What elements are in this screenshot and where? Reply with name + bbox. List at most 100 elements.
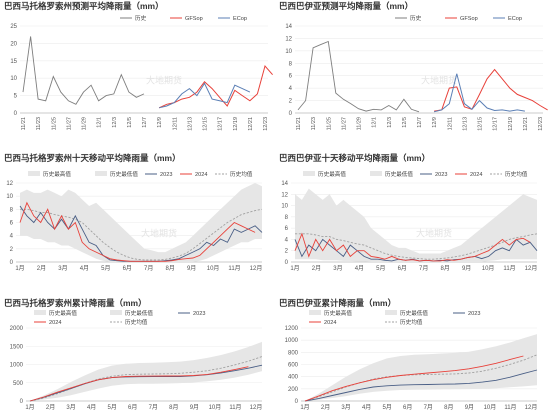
x-tick-label: 9月 xyxy=(190,404,199,411)
x-tick-label: 12/21 xyxy=(523,117,529,131)
x-tick-label: 12/3 xyxy=(387,117,393,128)
x-tick-label: 11月 xyxy=(228,265,240,272)
panel-ba-cumulative: 巴西巴伊亚累计降雨量（mm） 020040060080010001200大地期货… xyxy=(275,297,550,414)
x-tick-label: 12/13 xyxy=(462,117,468,131)
y-tick-label: 0 xyxy=(295,399,299,405)
y-tick-label: 0 xyxy=(10,260,14,266)
x-tick-label: 8月 xyxy=(166,265,175,272)
x-tick-label: 12/23 xyxy=(538,117,544,131)
y-tick-label: 25 xyxy=(10,24,17,30)
legend-label: 历史 xyxy=(135,14,147,22)
legend-label: 2023 xyxy=(435,172,447,178)
x-tick-label: 4月 xyxy=(362,404,371,411)
x-tick-label: 7月 xyxy=(144,265,153,272)
legend-swatch xyxy=(370,171,382,176)
legend-label: 历史最高值 xyxy=(318,170,346,178)
legend-label: 历史最高值 xyxy=(49,309,77,317)
x-tick-label: 12/15 xyxy=(478,117,484,131)
y-tick-label: 4 xyxy=(289,86,293,92)
panel-mt-10day: 巴西马托格罗索州十天移动平均降雨量（mm） 0 2 4 6 8 10 12 大地期货 1月 2月 3… xyxy=(0,152,275,282)
x-tick-label: 3月 xyxy=(333,265,342,272)
y-tick-label: 4 xyxy=(10,234,14,240)
series-line xyxy=(29,356,263,402)
chart-title: 巴西巴伊亚预测平均降雨量（mm） xyxy=(279,1,414,11)
x-tick-label: 12/1 xyxy=(97,117,103,128)
chart-title: 巴西马托格罗索州累计降雨量（mm） xyxy=(4,298,147,308)
x-tick-label: 12/9 xyxy=(157,117,163,128)
watermark: 大地期货 xyxy=(141,228,177,239)
legend-label: 历史均值 xyxy=(400,318,423,326)
legend-swatch xyxy=(28,171,40,176)
legend-label: 2023 xyxy=(468,311,480,317)
series-line xyxy=(304,354,538,402)
x-tick-label: 11/21 xyxy=(296,117,302,130)
x-tick-label: 12/19 xyxy=(233,117,239,131)
x-tick-label: 6月 xyxy=(128,404,137,411)
y-tick-label: 10 xyxy=(281,204,288,210)
y-tick-label: 6 xyxy=(285,226,289,232)
x-tick-label: 12/1 xyxy=(372,117,378,128)
y-tick-label: 1200 xyxy=(285,326,299,332)
x-tick-label: 3月 xyxy=(66,404,75,411)
legend-label: 历史 xyxy=(410,14,422,22)
x-tick-label: 12/17 xyxy=(493,117,499,131)
y-tick-label: 5 xyxy=(14,94,18,100)
history-range-band xyxy=(30,341,262,401)
x-tick-label: 2月 xyxy=(46,404,55,411)
x-tick-label: 10月 xyxy=(484,404,497,411)
y-tick-label: 0 xyxy=(20,399,24,405)
legend-label: 历史均值 xyxy=(505,170,528,178)
y-tick-label: 2000 xyxy=(10,326,24,332)
x-tick-label: 11/25 xyxy=(51,117,57,130)
x-tick-label: 12/17 xyxy=(218,117,224,131)
chart-mt-cumulative: 0500100015002000大地期货1月2月3月4月5月6月7月8月9月10… xyxy=(10,309,263,411)
legend-label: 2024 xyxy=(195,172,207,178)
x-tick-label: 11/29 xyxy=(82,117,88,130)
x-tick-label: 12/15 xyxy=(203,117,209,131)
y-tick-label: 500 xyxy=(13,381,24,387)
panel-mt-cumulative: 巴西马托格罗索州累计降雨量（mm） 0500100015002000大地期货1月… xyxy=(0,297,275,414)
panel-ba-forecast: 巴西巴伊亚预测平均降雨量（mm） 0 2 4 6 8 10 12 14 大地期货 11/21 11/… xyxy=(275,0,550,138)
x-tick-label: 3月 xyxy=(58,265,67,272)
y-tick-label: 0 xyxy=(285,260,289,266)
x-tick-label: 11/23 xyxy=(311,117,317,130)
x-tick-label: 11/25 xyxy=(326,117,332,130)
x-tick-label: 11/27 xyxy=(66,117,72,130)
y-tick-label: 2 xyxy=(289,99,293,105)
legend-swatch xyxy=(303,171,315,176)
x-tick-label: 11/29 xyxy=(357,117,363,130)
y-tick-label: 14 xyxy=(281,181,288,187)
series-line xyxy=(294,232,531,262)
history-range-band xyxy=(20,183,262,262)
x-tick-label: 7月 xyxy=(149,404,158,411)
x-tick-label: 2月 xyxy=(321,404,330,411)
y-tick-label: 10 xyxy=(10,76,17,82)
y-tick-label: 8 xyxy=(10,207,14,213)
legend-label: 历史均值 xyxy=(125,318,148,326)
chart-title: 巴西马托格罗索州预测平均降雨量（mm） xyxy=(4,1,164,11)
legend-label: 历史最高值 xyxy=(324,309,352,317)
y-tick-label: 10 xyxy=(6,194,13,200)
legend-label: ECop xyxy=(508,16,522,22)
x-tick-label: 7月 xyxy=(424,404,433,411)
legend-label: ECop xyxy=(233,16,247,22)
y-tick-label: 10 xyxy=(285,49,292,55)
x-tick-label: 11/21 xyxy=(21,117,27,130)
x-tick-label: 12/5 xyxy=(402,117,408,128)
series-line xyxy=(304,355,524,402)
x-tick-label: 5月 xyxy=(101,265,110,272)
legend-label: 历史均值 xyxy=(230,170,253,178)
chart-title: 巴西巴伊亚十天移动平均降雨量（mm） xyxy=(279,153,431,163)
x-tick-label: 11/27 xyxy=(341,117,347,130)
watermark: 大地期货 xyxy=(146,75,182,86)
series-line xyxy=(158,82,251,109)
x-tick-label: 2月 xyxy=(37,265,46,272)
x-tick-label: 9月 xyxy=(462,265,471,272)
x-tick-label: 12月 xyxy=(250,265,263,272)
y-tick-label: 8 xyxy=(289,61,293,67)
x-tick-label: 12/11 xyxy=(447,117,453,130)
x-tick-label: 6月 xyxy=(403,404,412,411)
x-tick-label: 1月 xyxy=(300,404,309,411)
x-tick-label: 12/5 xyxy=(127,117,133,128)
y-tick-label: 400 xyxy=(288,375,299,381)
